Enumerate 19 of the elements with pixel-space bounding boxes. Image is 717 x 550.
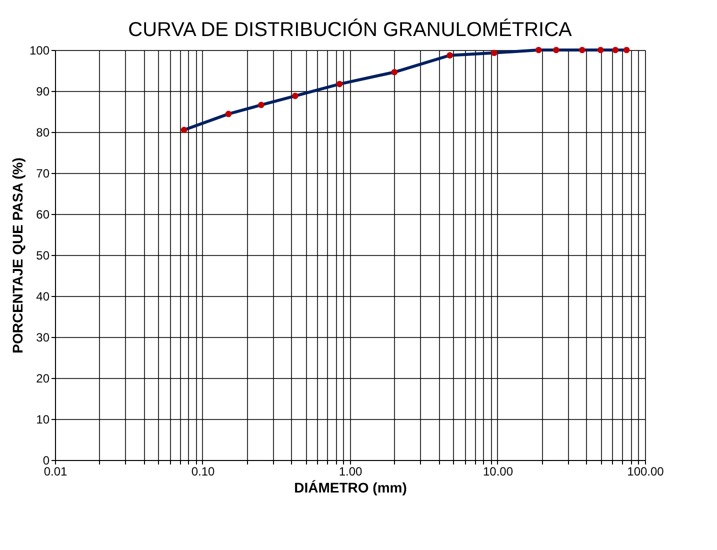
y-tick-label: 20 [36, 372, 50, 386]
y-tick-label: 60 [36, 208, 50, 222]
x-tick-label: 0.01 [44, 464, 68, 478]
x-tick-label: 100.00 [627, 464, 664, 478]
y-tick-label: 50 [36, 248, 50, 262]
y-tick-label: 90 [36, 84, 50, 98]
y-tick-label: 10 [36, 412, 50, 426]
y-tick-label: 0 [42, 454, 50, 468]
y-tick-label: 30 [36, 330, 50, 344]
y-tick-label: 40 [36, 290, 50, 304]
y-tick-label: 100 [29, 44, 50, 58]
x-tick-label: 10.00 [482, 464, 514, 478]
y-tick-label: 70 [36, 166, 50, 180]
chart-title: CURVA DE DISTRIBUCIÓN GRANULOMÉTRICA [128, 18, 573, 41]
y-axis-title: PORCENTAJE QUE PASA (%) [9, 158, 26, 354]
x-axis-title: DIÁMETRO (mm) [294, 480, 407, 496]
x-tick-label: 0.10 [191, 464, 215, 478]
y-tick-label: 80 [36, 126, 50, 140]
x-tick-label: 1.00 [338, 464, 362, 478]
